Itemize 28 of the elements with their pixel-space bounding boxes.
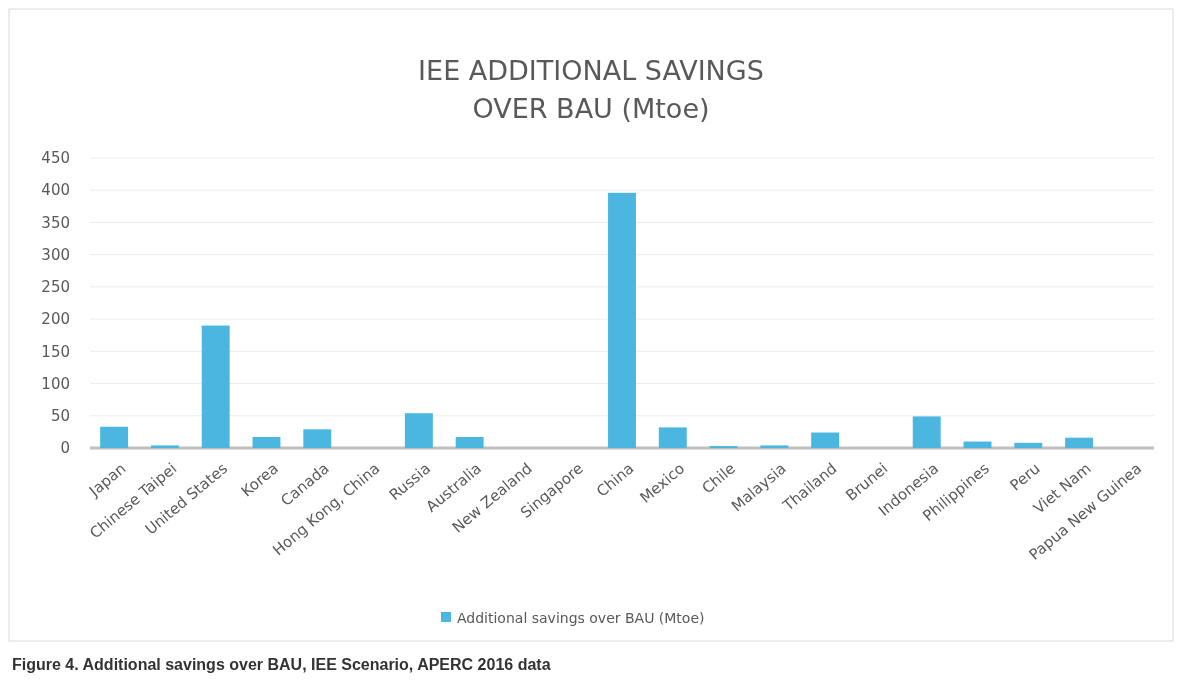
bar (1014, 442, 1043, 448)
bar (608, 192, 636, 448)
legend-label: Additional savings over BAU (Mtoe) (457, 609, 705, 626)
bar (760, 445, 789, 448)
bar (252, 437, 281, 448)
y-tick-label: 50 (50, 407, 70, 426)
bar (811, 432, 840, 448)
bar (404, 413, 433, 448)
bar (201, 325, 230, 448)
bar (912, 416, 941, 448)
bar (100, 426, 129, 448)
y-tick-label: 300 (41, 245, 70, 264)
chart-title: IEE ADDITIONAL SAVINGS OVER BAU (Mtoe) (418, 55, 764, 124)
caption: Figure 4. Additional savings over BAU, IEE Scenario, APERC 2016 data (12, 656, 551, 673)
bar (963, 441, 992, 448)
bar (1065, 437, 1094, 448)
y-tick-label: 200 (41, 310, 70, 329)
y-tick-label: 450 (41, 149, 70, 168)
y-tick-label: 150 (41, 342, 70, 361)
y-tick-label: 350 (41, 213, 70, 232)
y-tick-label: 250 (41, 278, 70, 297)
y-tick-label: 100 (41, 374, 70, 393)
y-tick-label: 0 (60, 439, 70, 458)
bar (658, 427, 687, 448)
bar (150, 445, 179, 448)
bar (455, 437, 484, 448)
y-tick-label: 400 (41, 181, 70, 200)
bar (303, 429, 332, 448)
